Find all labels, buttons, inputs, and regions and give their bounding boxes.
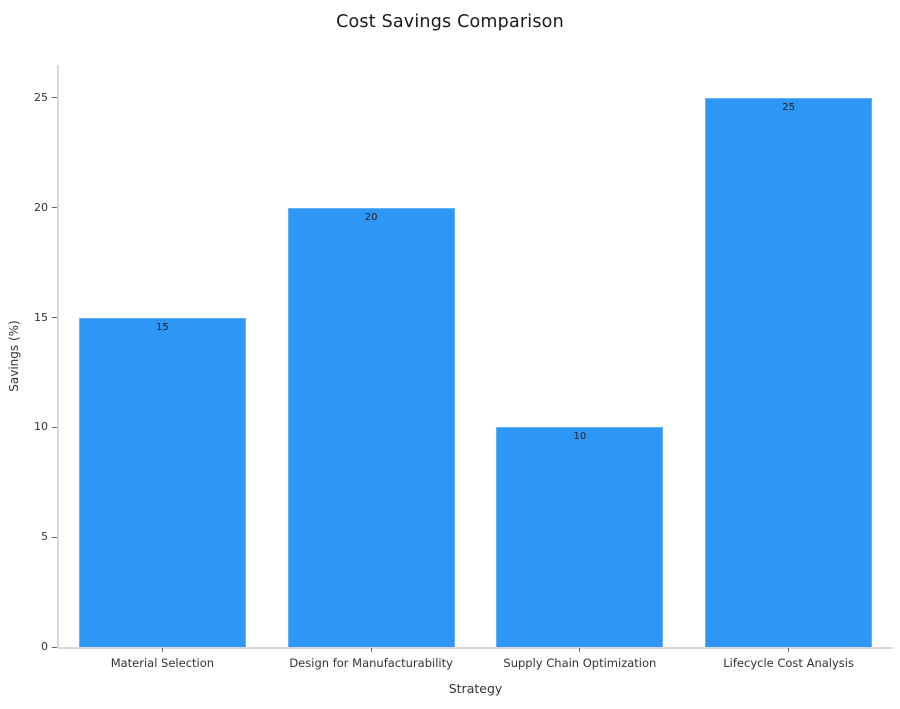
y-tick-label: 25 bbox=[34, 90, 48, 104]
bar bbox=[705, 97, 873, 647]
bar bbox=[78, 317, 246, 647]
y-tick-mark bbox=[52, 536, 57, 538]
y-axis-line bbox=[57, 65, 59, 648]
x-tick-mark bbox=[370, 648, 372, 652]
y-tick-mark bbox=[52, 97, 57, 99]
bar-value-label: 15 bbox=[156, 321, 169, 333]
bar-value-label: 25 bbox=[782, 101, 795, 113]
y-tick-label: 0 bbox=[41, 640, 48, 653]
x-category-label: Supply Chain Optimization bbox=[503, 656, 657, 670]
x-tick-mark bbox=[161, 648, 163, 652]
chart-title: Cost Savings Comparison bbox=[336, 12, 564, 32]
x-category-label: Design for Manufacturability bbox=[289, 656, 453, 670]
bar-value-label: 20 bbox=[364, 211, 378, 223]
x-tick-mark bbox=[788, 648, 790, 652]
y-tick-label: 15 bbox=[34, 310, 48, 324]
y-tick-mark bbox=[52, 207, 57, 209]
y-tick-mark bbox=[52, 646, 57, 648]
x-axis-title: Strategy bbox=[448, 681, 503, 696]
y-tick-mark bbox=[52, 317, 57, 319]
x-category-label: Lifecycle Cost Analysis bbox=[723, 656, 854, 670]
y-tick-label: 10 bbox=[34, 420, 48, 434]
y-tick-label: 5 bbox=[41, 530, 48, 544]
bar bbox=[287, 207, 455, 647]
bar-value-label: 10 bbox=[573, 431, 587, 443]
bar bbox=[496, 427, 664, 647]
x-axis-line bbox=[58, 647, 893, 649]
y-tick-mark bbox=[52, 426, 57, 428]
y-tick-label: 20 bbox=[34, 200, 48, 214]
x-tick-mark bbox=[579, 648, 581, 652]
x-category-label: Material Selection bbox=[110, 656, 215, 670]
y-axis-title: Savings (%) bbox=[7, 320, 21, 392]
